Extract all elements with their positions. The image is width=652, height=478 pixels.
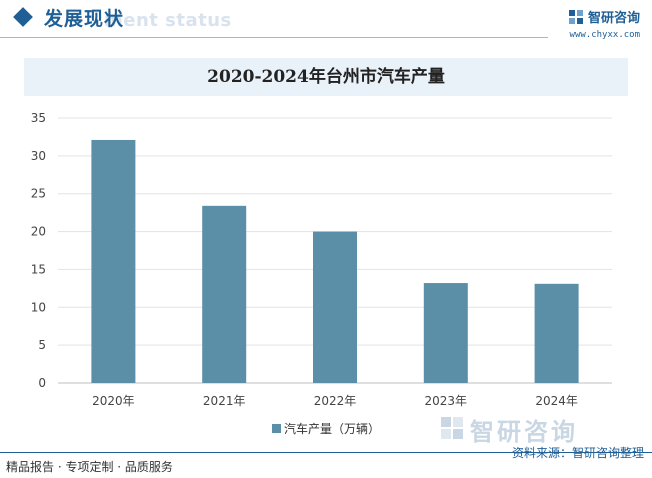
brand-url: www.chyxx.com	[569, 30, 640, 40]
x-tick-label: 2021年	[203, 394, 246, 408]
footer-tagline: 精品报告 · 专项定制 · 品质服务	[6, 460, 173, 474]
chart-title-band: 2020-2024年台州市汽车产量	[24, 58, 628, 96]
diamond-icon	[13, 7, 33, 27]
watermark-logo-icon	[441, 417, 463, 439]
bar-chart: 0 5 10 15 20 25 30 35 2020年 2021年 2022年 2023年 2024年	[31, 111, 612, 408]
brand-name: 智研咨询	[587, 11, 640, 26]
y-tick-label: 15	[31, 262, 46, 276]
x-tick-label: 2024年	[535, 394, 578, 408]
brand-logo-icon	[568, 9, 583, 24]
y-tick-label: 20	[31, 225, 46, 239]
legend-label: 汽车产量（万辆）	[283, 422, 380, 436]
y-tick-label: 0	[38, 376, 46, 390]
bar	[534, 283, 579, 383]
x-tick-label: 2020年	[92, 394, 135, 408]
header-subtitle: ment status	[104, 10, 232, 31]
bar	[202, 205, 247, 383]
chart-legend: 汽车产量（万辆）	[0, 420, 652, 437]
header-divider	[0, 37, 548, 38]
y-tick-label: 5	[38, 338, 46, 352]
source-note: 资料来源：智研咨询整理	[511, 446, 644, 460]
bar	[423, 283, 468, 383]
watermark-text: 智研咨询	[470, 418, 578, 446]
brand-logo-group: 智研咨询	[568, 6, 640, 26]
bar	[91, 139, 136, 383]
y-tick-label: 30	[31, 149, 46, 163]
section-title: 发展现状	[44, 8, 125, 30]
bar	[313, 231, 357, 383]
section-header: ment status 发展现状 智研咨询 www.chyxx.com	[0, 0, 652, 42]
legend-swatch	[271, 424, 281, 433]
y-tick-label: 25	[31, 187, 46, 201]
footer-divider	[0, 452, 652, 453]
x-tick-label: 2023年	[425, 394, 468, 408]
x-tick-label: 2022年	[314, 394, 357, 408]
y-tick-label: 10	[31, 300, 46, 314]
chart-title: 2020-2024年台州市汽车产量	[207, 67, 445, 87]
y-tick-label: 35	[31, 111, 46, 125]
